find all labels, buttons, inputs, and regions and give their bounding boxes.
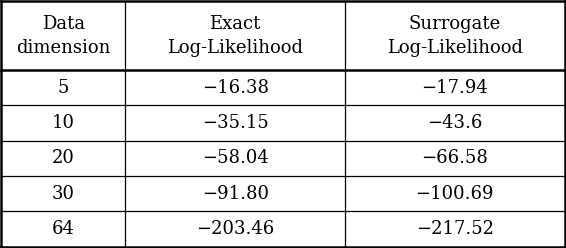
- Text: −100.69: −100.69: [415, 185, 494, 203]
- Text: −217.52: −217.52: [416, 220, 494, 238]
- Text: 10: 10: [52, 114, 75, 132]
- Text: 30: 30: [52, 185, 75, 203]
- Text: −35.15: −35.15: [201, 114, 268, 132]
- Text: −17.94: −17.94: [422, 79, 488, 97]
- Text: 64: 64: [52, 220, 75, 238]
- Text: Surrogate
Log-Likelihood: Surrogate Log-Likelihood: [387, 15, 523, 57]
- Text: −203.46: −203.46: [196, 220, 275, 238]
- Text: 5: 5: [58, 79, 69, 97]
- Text: 20: 20: [52, 149, 75, 167]
- Text: Exact
Log-Likelihood: Exact Log-Likelihood: [167, 15, 303, 57]
- Text: −66.58: −66.58: [421, 149, 488, 167]
- Text: −43.6: −43.6: [427, 114, 482, 132]
- Text: Data
dimension: Data dimension: [16, 15, 110, 57]
- Text: −91.80: −91.80: [201, 185, 269, 203]
- Text: −16.38: −16.38: [201, 79, 269, 97]
- Text: −58.04: −58.04: [201, 149, 268, 167]
